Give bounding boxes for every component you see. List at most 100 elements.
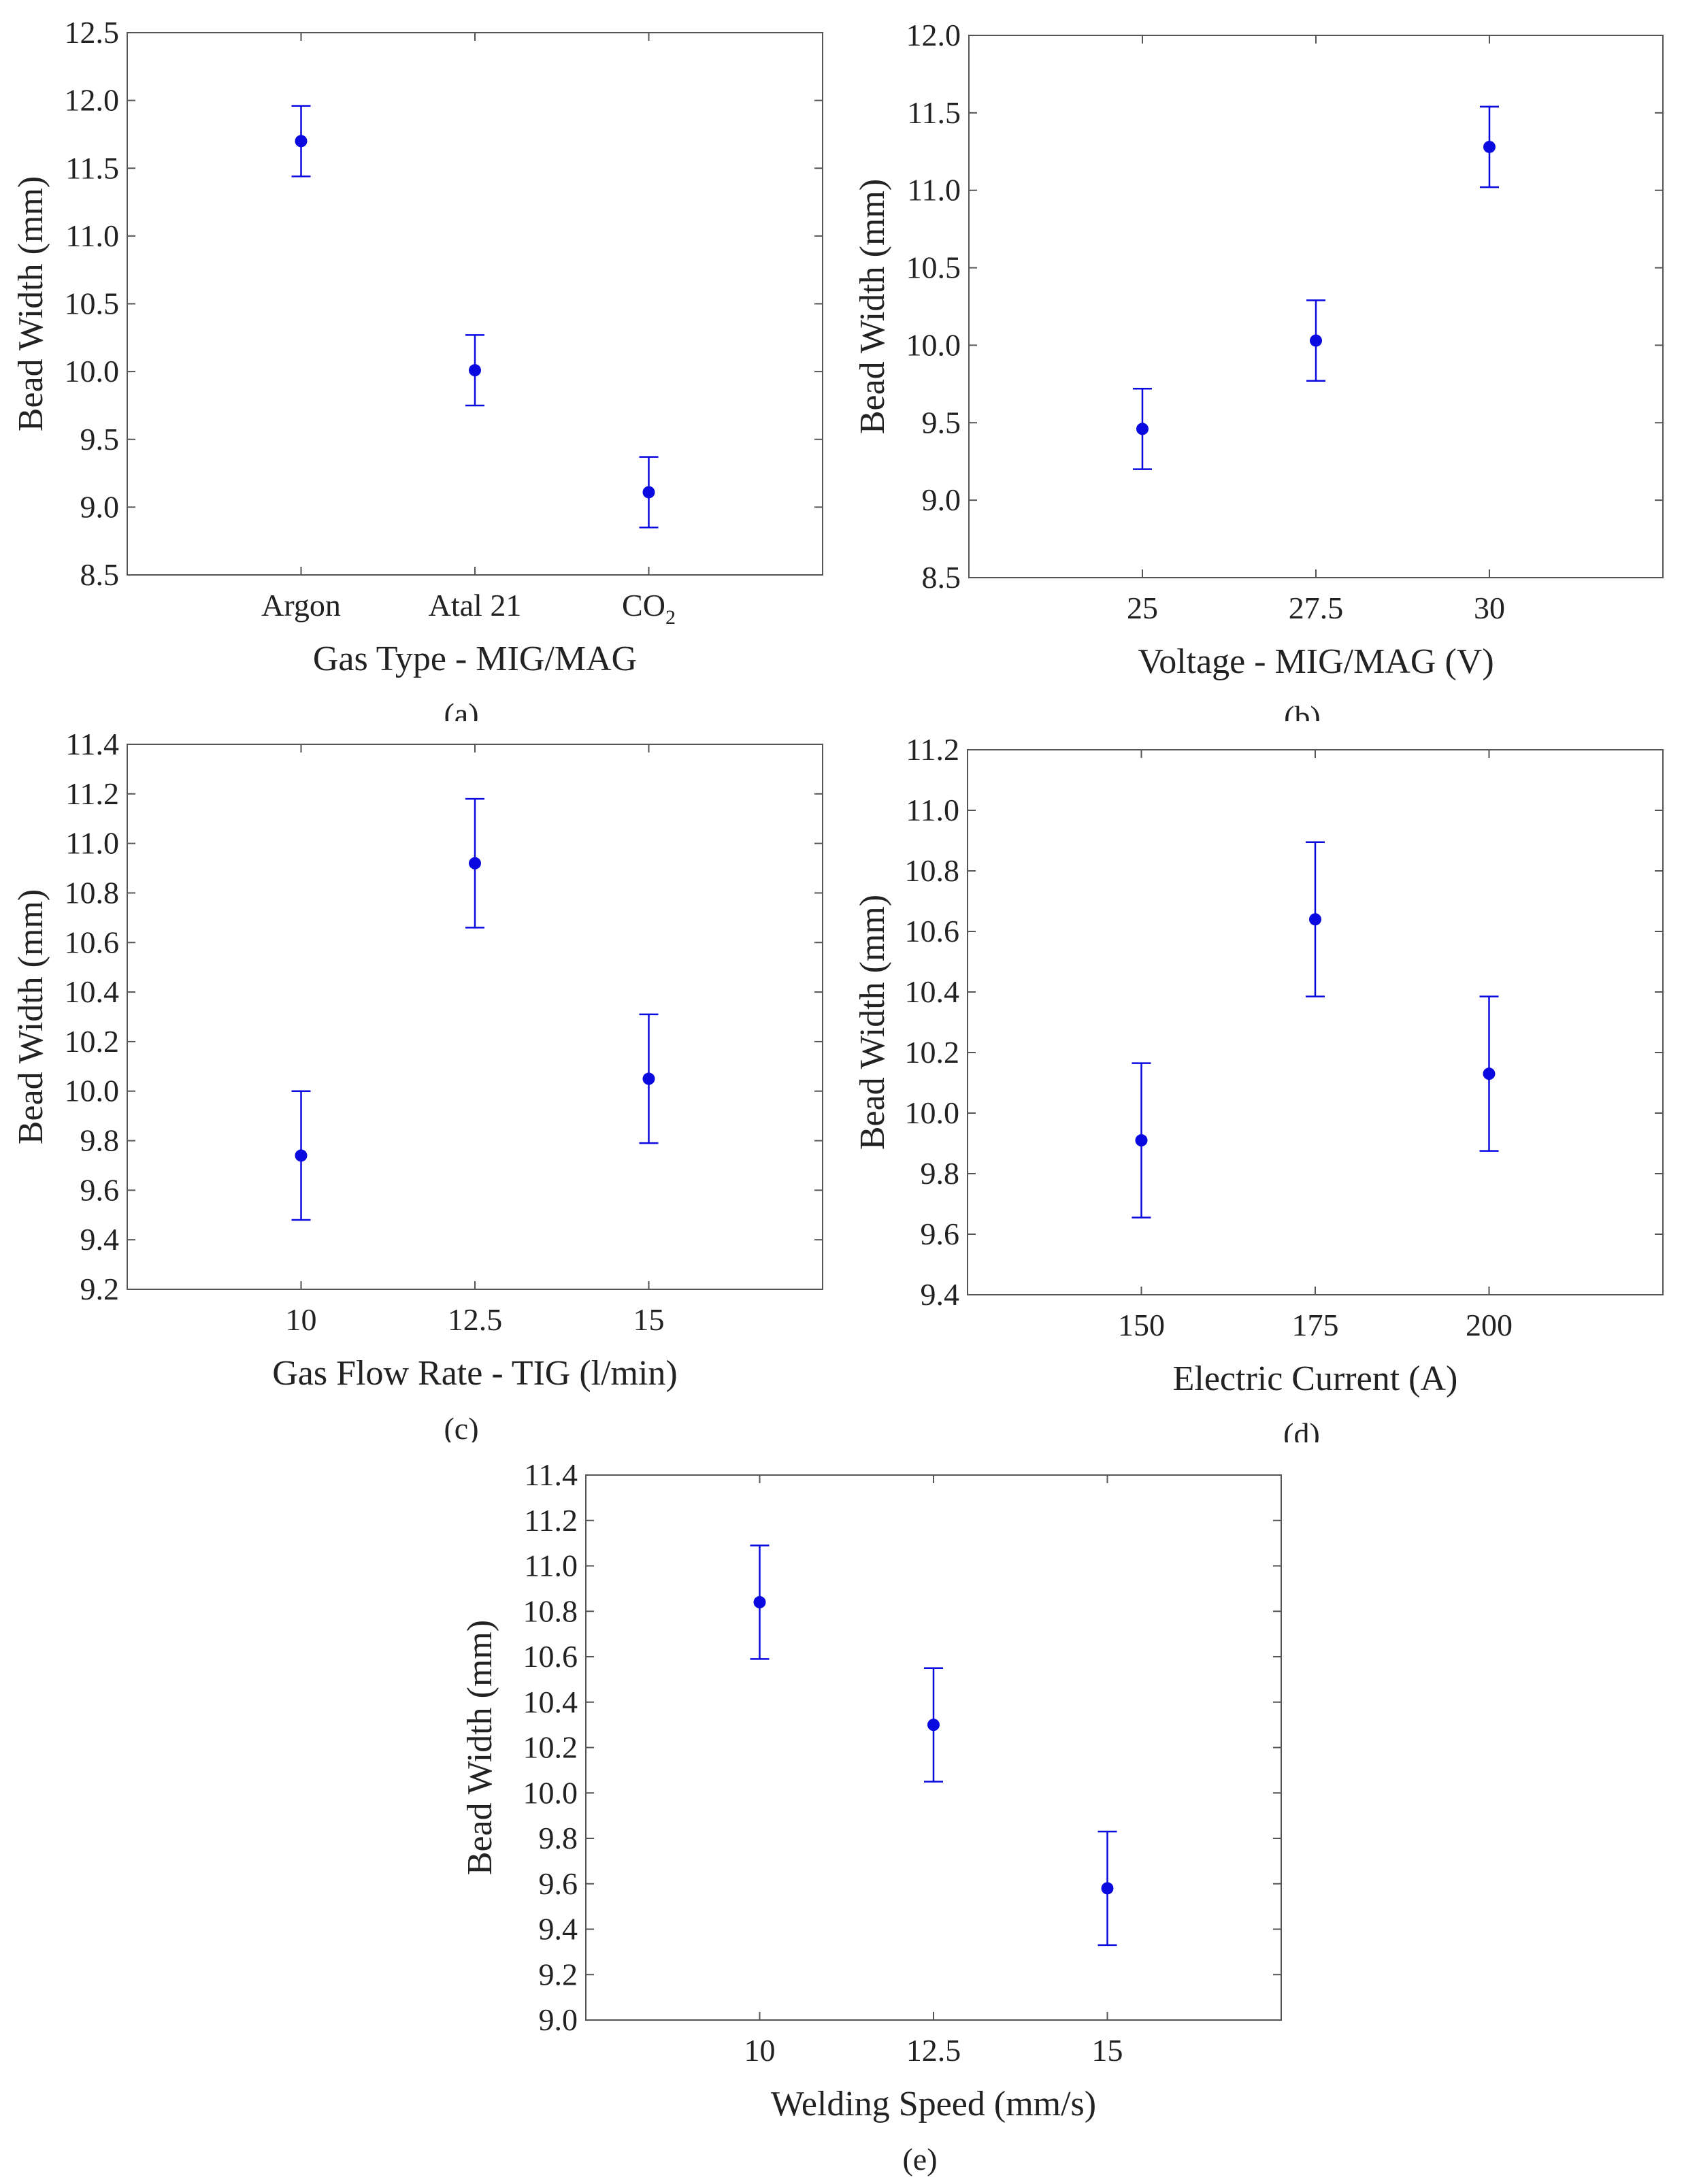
x-tick-label: Argon <box>261 588 341 623</box>
chart-panel-a: 8.5 9.0 9.5 10.0 10.5 11.0 11.5 12.0 12.5 Argon At… <box>0 0 842 731</box>
x-axis-label: Electric Current (A) <box>1173 1359 1458 1398</box>
y-tick-label: 10.4 <box>523 1685 578 1719</box>
y-tick-label: 9.4 <box>80 1222 120 1257</box>
y-tick-label: 11.0 <box>906 793 959 827</box>
y-tick-label: 9.5 <box>80 422 120 457</box>
y-tick-label: 8.5 <box>80 557 120 592</box>
y-axis-label: Bead Width (mm) <box>853 179 892 434</box>
y-tick-label: 10.0 <box>65 1074 120 1108</box>
y-tick-label: 10.5 <box>906 250 961 285</box>
y-tick-label: 9.4 <box>921 1277 960 1312</box>
chart-panel-e: 9.0 9.2 9.4 9.6 9.8 10.0 10.2 10.4 10.6 10.8 11.0 1… <box>449 1442 1291 2181</box>
x-tick-label: 30 <box>1474 591 1505 625</box>
y-tick-label: 9.4 <box>539 1912 578 1947</box>
y-tick-label: 9.8 <box>921 1156 960 1191</box>
y-tick-label: 9.6 <box>80 1172 120 1207</box>
y-tick-label: 10.4 <box>905 974 960 1009</box>
y-tick-label: 11.5 <box>65 150 119 185</box>
chart-caption: (c) <box>444 1411 478 1442</box>
x-axis-label: Welding Speed (mm/s) <box>771 2085 1096 2123</box>
x-tick-label: 27.5 <box>1289 591 1344 625</box>
data-point <box>642 1072 655 1085</box>
data-point <box>1483 1068 1496 1080</box>
y-tick-label: 9.6 <box>539 1866 578 1901</box>
data-point <box>1136 423 1149 435</box>
y-tick-label: 10.2 <box>905 1035 960 1070</box>
x-tick-label: CO2 <box>622 588 676 629</box>
y-tick-label: 10.0 <box>65 354 120 388</box>
y-tick-label: 12.0 <box>65 83 120 118</box>
chart-e: 9.0 9.2 9.4 9.6 9.8 10.0 10.2 10.4 10.6 10.8 11.0 1… <box>461 1457 1282 2177</box>
y-tick-label: 10.5 <box>65 286 120 321</box>
x-tick-label: 15 <box>633 1302 665 1337</box>
y-tick-label: 10.0 <box>523 1775 578 1810</box>
chart-panel-c: 9.2 9.4 9.6 9.8 10.0 10.2 10.4 10.6 10.8 11.0 11.2… <box>0 721 842 1446</box>
y-tick-label: 10.6 <box>523 1639 578 1674</box>
x-tick-label: 12.5 <box>448 1302 503 1337</box>
y-axis-label: Bead Width (mm) <box>853 895 892 1150</box>
x-tick-label: Atal 21 <box>429 588 522 623</box>
y-tick-label: 11.0 <box>65 218 119 253</box>
x-tick-label: 175 <box>1292 1308 1339 1342</box>
y-tick-label: 11.2 <box>906 732 959 767</box>
plot-frame <box>967 749 1664 1295</box>
y-tick-label: 10.0 <box>906 327 961 362</box>
chart-panel-d: 9.4 9.6 9.8 10.0 10.2 10.4 10.6 10.8 11.0 11.2 150… <box>842 721 1684 1451</box>
y-tick-label: 9.0 <box>539 2002 578 2037</box>
data-point <box>753 1595 766 1608</box>
x-tick-label: 12.5 <box>906 2033 961 2068</box>
chart-d: 9.4 9.6 9.8 10.0 10.2 10.4 10.6 10.8 11.0 11.2 150… <box>853 732 1664 1451</box>
y-tick-label: 11.4 <box>65 727 119 761</box>
data-point <box>1309 913 1321 926</box>
chart-b: 8.5 9.0 9.5 10.0 10.5 11.0 11.5 12.0 25 27.5 30 Vol… <box>853 18 1664 734</box>
data-point <box>469 857 481 870</box>
y-tick-label: 8.5 <box>922 560 961 595</box>
y-tick-label: 10.8 <box>905 853 960 888</box>
y-tick-label: 10.8 <box>65 875 120 910</box>
data-point <box>1483 140 1496 153</box>
y-tick-label: 11.5 <box>907 95 961 130</box>
y-tick-label: 9.6 <box>921 1217 960 1251</box>
x-tick-label: 200 <box>1466 1308 1513 1342</box>
y-tick-label: 12.5 <box>65 15 120 50</box>
data-point <box>295 135 308 148</box>
y-tick-label: 11.4 <box>524 1457 578 1492</box>
y-tick-label: 11.0 <box>65 826 119 861</box>
x-axis-label: Voltage - MIG/MAG (V) <box>1138 642 1493 681</box>
chart-caption: (a) <box>444 697 478 721</box>
chart-panel-b: 8.5 9.0 9.5 10.0 10.5 11.0 11.5 12.0 25 27.5 30 Vol… <box>842 0 1684 734</box>
data-point <box>295 1149 308 1162</box>
y-axis-label: Bead Width (mm) <box>12 176 50 431</box>
y-tick-label: 10.6 <box>905 914 960 948</box>
chart-caption: (b) <box>1284 699 1321 721</box>
y-tick-label: 11.2 <box>524 1503 578 1538</box>
y-tick-label: 11.0 <box>907 173 961 208</box>
chart-caption: (d) <box>1283 1417 1320 1442</box>
y-tick-label: 10.0 <box>905 1095 960 1130</box>
plot-frame <box>127 32 823 576</box>
data-point <box>469 364 481 377</box>
y-tick-label: 9.8 <box>80 1123 120 1158</box>
y-tick-label: 10.2 <box>523 1730 578 1765</box>
data-point <box>927 1719 940 1732</box>
y-tick-label: 9.5 <box>922 405 961 440</box>
x-axis-label: Gas Type - MIG/MAG <box>313 640 637 678</box>
y-tick-label: 11.0 <box>524 1549 578 1583</box>
data-point <box>1310 334 1322 347</box>
y-axis-label: Bead Width (mm) <box>12 889 50 1144</box>
y-tick-label: 9.8 <box>539 1821 578 1855</box>
data-point <box>642 486 655 499</box>
y-tick-label: 10.2 <box>65 1024 120 1059</box>
x-tick-label: 10 <box>286 1302 317 1337</box>
y-tick-label: 10.4 <box>65 974 120 1009</box>
y-tick-label: 11.2 <box>65 776 119 811</box>
y-tick-label: 9.0 <box>922 482 961 517</box>
y-tick-label: 10.6 <box>65 925 120 959</box>
x-tick-label: 10 <box>744 2033 776 2068</box>
chart-caption: (e) <box>902 2142 937 2177</box>
x-axis-label: Gas Flow Rate - TIG (l/min) <box>272 1354 678 1393</box>
chart-a: 8.5 9.0 9.5 10.0 10.5 11.0 11.5 12.0 12.5 Argon At… <box>12 15 823 731</box>
x-tick-label: 15 <box>1092 2033 1123 2068</box>
data-point <box>1101 1882 1114 1895</box>
y-tick-label: 9.0 <box>80 489 120 524</box>
